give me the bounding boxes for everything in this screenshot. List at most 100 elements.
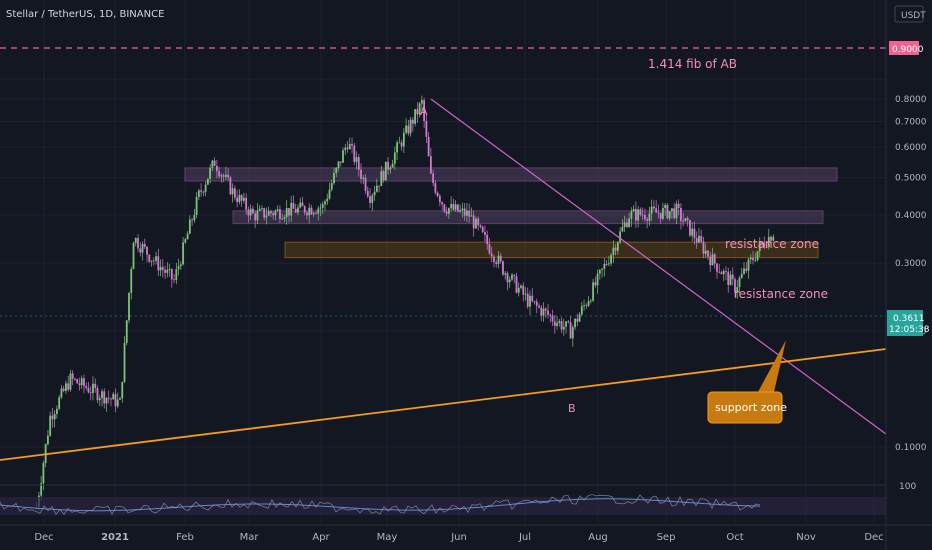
price-tick: 0.8000	[895, 95, 927, 105]
candle-body	[310, 207, 313, 215]
candle-body	[634, 208, 637, 221]
candle-body	[472, 215, 475, 229]
candle-body	[321, 204, 324, 208]
candle-body	[709, 256, 712, 266]
candle-body	[578, 314, 581, 322]
candle-body	[734, 279, 736, 293]
price-tick: 0.3000	[895, 259, 927, 269]
lines-layer	[0, 98, 887, 461]
candle-body	[727, 271, 730, 286]
candle-body	[283, 217, 286, 219]
candle-body	[312, 213, 315, 215]
candle-body	[761, 242, 763, 244]
candle-body	[477, 218, 480, 226]
candle-body	[650, 206, 653, 214]
resistance-zone-box[interactable]	[232, 210, 824, 225]
candle-body	[333, 173, 335, 184]
time-tick: Jun	[450, 532, 467, 543]
candle-body	[704, 250, 707, 254]
candle-body	[272, 213, 275, 216]
candle-body	[243, 197, 245, 201]
candle-body	[378, 185, 380, 187]
time-tick: 2021	[101, 532, 129, 543]
candle-body	[713, 254, 716, 264]
candle-body	[152, 260, 155, 262]
candle-body	[745, 268, 748, 271]
candle-body	[752, 257, 754, 261]
candle-body	[62, 388, 65, 391]
current-price-badge	[887, 310, 923, 336]
currency-button[interactable]	[894, 5, 924, 23]
current-price-timer: 12:05:38	[889, 325, 930, 335]
candle-body	[569, 322, 572, 339]
support-zone-callout[interactable]	[707, 391, 783, 424]
candle-body	[101, 391, 103, 399]
candle-body	[680, 207, 682, 221]
fib-price-label: 0.9000	[892, 45, 924, 55]
candle-body	[671, 208, 673, 212]
candle-body	[432, 173, 435, 183]
candle-body	[603, 263, 606, 269]
candle-body	[580, 306, 583, 315]
candle-body	[429, 156, 432, 174]
candle-body	[301, 202, 304, 207]
candle-body	[373, 191, 376, 196]
candle-body	[319, 207, 322, 209]
candle-body	[666, 205, 669, 219]
candle-body	[103, 391, 106, 404]
candle-body	[258, 208, 261, 211]
candle-body	[592, 282, 594, 301]
candle-body	[484, 232, 486, 235]
candle-body	[434, 182, 437, 193]
candle-body	[659, 213, 662, 219]
candle-body	[193, 214, 196, 221]
candle-body	[238, 195, 241, 203]
support-zone-box[interactable]	[284, 241, 819, 259]
candle-body	[317, 208, 320, 214]
candle-body	[524, 293, 527, 295]
candle-body	[369, 196, 371, 203]
candle-body	[558, 321, 561, 323]
candle-body	[459, 209, 462, 212]
candle-body	[288, 208, 290, 216]
candle-body	[420, 100, 423, 104]
candle-body	[353, 145, 356, 162]
resistance-zone-box[interactable]	[184, 167, 838, 182]
candle-body	[515, 276, 518, 293]
candle-body	[254, 213, 257, 221]
candle-body	[245, 197, 248, 210]
candle-body	[211, 160, 214, 168]
candle-body	[526, 293, 529, 307]
candle-body	[754, 260, 757, 261]
candle-body	[729, 274, 732, 286]
candle-body	[299, 202, 302, 208]
price-tick: 0.1000	[895, 443, 927, 453]
candle-body	[87, 387, 90, 393]
candle-body	[393, 152, 396, 164]
descending-trendline[interactable]	[430, 98, 887, 435]
candle-body	[71, 373, 74, 379]
candle-body	[128, 292, 130, 321]
point-a-label: A	[420, 105, 428, 118]
chart-title: Stellar / TetherUS, 1D, BINANCE	[6, 9, 164, 20]
time-tick: Sep	[657, 532, 676, 543]
fib-price-badge	[889, 41, 919, 55]
candle-body	[567, 321, 570, 323]
candle-body	[130, 269, 133, 293]
candle-body	[249, 208, 252, 216]
candle-body	[247, 209, 250, 216]
candle-body	[107, 397, 110, 399]
candle-body	[468, 210, 471, 217]
candle-body	[303, 206, 306, 213]
candle-body	[202, 191, 205, 193]
candle-body	[396, 142, 398, 153]
candle-body	[544, 308, 547, 311]
candle-body	[159, 266, 162, 271]
candle-body	[531, 295, 534, 302]
candle-body	[657, 212, 660, 214]
candle-body	[182, 242, 184, 265]
rsi-scale-label: 100	[899, 482, 916, 492]
ascending-support-trendline[interactable]	[0, 348, 887, 461]
candle-body	[200, 190, 202, 192]
